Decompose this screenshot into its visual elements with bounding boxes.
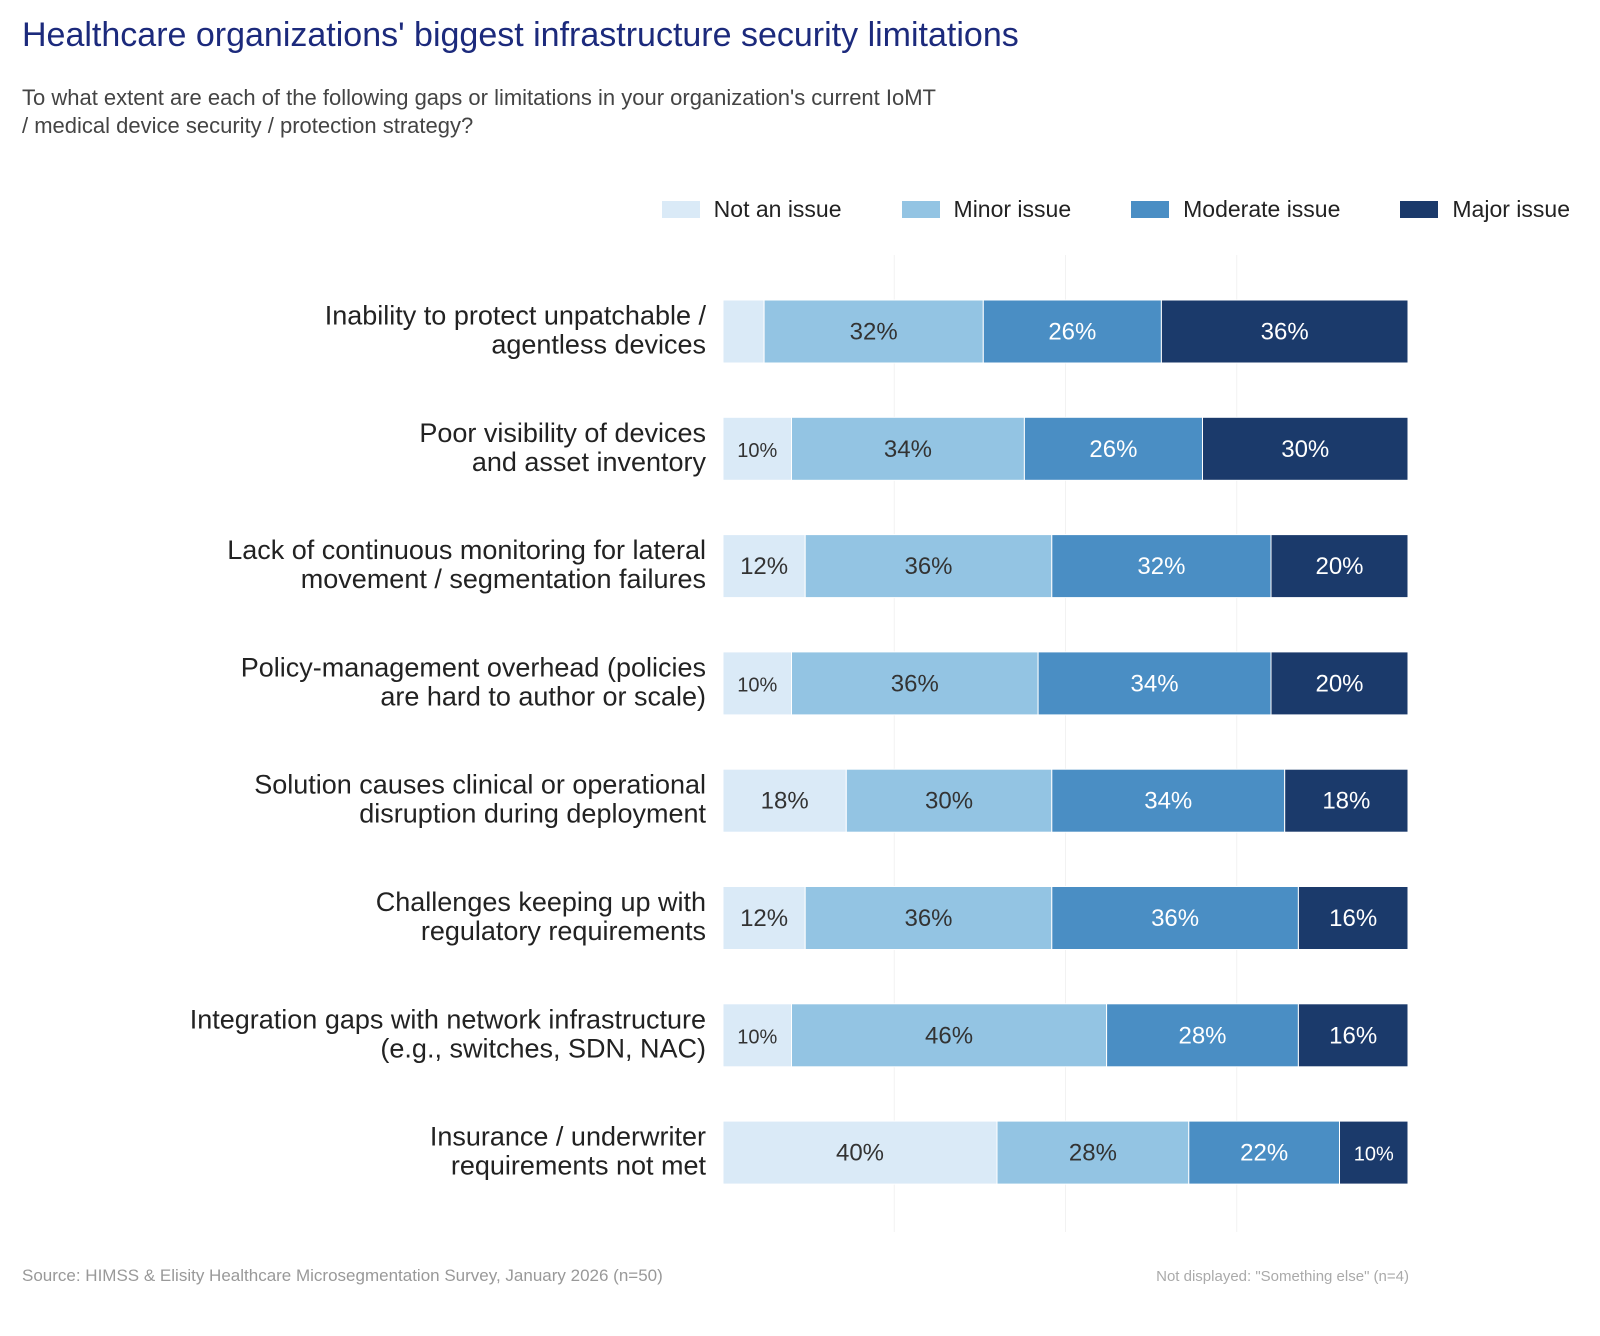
legend-item: Major issue <box>1400 196 1570 223</box>
legend-item: Minor issue <box>901 196 1072 223</box>
data-label: 30% <box>925 788 973 815</box>
category-label: Inability to protect unpatchable / <box>325 301 707 331</box>
bar-segment <box>1037 651 1272 716</box>
bar-segment <box>763 299 984 364</box>
bar-segment <box>1051 534 1272 599</box>
data-label: 36% <box>1261 319 1309 346</box>
legend-label: Not an issue <box>713 196 842 222</box>
data-label: 30% <box>1281 436 1329 463</box>
bar-segment <box>1297 886 1409 950</box>
bar-segment <box>845 768 1053 833</box>
category-label: agentless devices <box>491 330 706 360</box>
data-label: 28% <box>1069 1140 1117 1167</box>
legend-item: Not an issue <box>661 196 842 223</box>
bar-segment <box>722 299 765 364</box>
bar-segment <box>791 416 1025 481</box>
data-label: 32% <box>850 319 898 346</box>
bar-segment <box>1297 1003 1409 1068</box>
category-label: Policy-management overhead (policies <box>241 652 706 682</box>
not-displayed-note: Not displayed: "Something else" (n=4) <box>1156 1268 1409 1285</box>
bar-segment <box>1023 416 1204 481</box>
data-label: 22% <box>1240 1140 1288 1167</box>
legend: Not an issue Minor issue Moderate issue Maj… <box>602 196 1570 223</box>
category-label: and asset inventory <box>472 447 707 477</box>
data-label: 10% <box>1354 1144 1394 1166</box>
data-label: 32% <box>1137 553 1185 580</box>
data-label: 20% <box>1315 553 1363 580</box>
data-label: 10% <box>737 674 777 696</box>
legend-swatch <box>1131 201 1170 218</box>
bar-segment <box>1202 416 1409 481</box>
data-label: 26% <box>1048 319 1096 346</box>
chart-title: Healthcare organizations' biggest infras… <box>22 16 1019 54</box>
legend-swatch <box>901 201 940 218</box>
data-label: 26% <box>1089 436 1137 463</box>
data-label: 28% <box>1178 1022 1226 1049</box>
bar-segment <box>791 651 1039 716</box>
data-label: 10% <box>737 1026 777 1048</box>
data-label: 16% <box>1329 905 1377 932</box>
category-label: Insurance / underwriter <box>430 1122 706 1152</box>
data-label: 46% <box>925 1022 973 1049</box>
source-note: Source: HIMSS & Elisity Healthcare Micro… <box>22 1266 663 1285</box>
bar-segment <box>1106 1003 1299 1068</box>
data-label: 12% <box>740 553 788 580</box>
bar-segment <box>804 886 1053 950</box>
category-label: regulatory requirements <box>421 916 706 946</box>
category-label: (e.g., switches, SDN, NAC) <box>380 1033 706 1063</box>
data-label: 34% <box>1131 670 1179 697</box>
legend-label: Moderate issue <box>1183 196 1341 222</box>
category-label: movement / segmentation failures <box>301 564 706 594</box>
bar-segment <box>791 1003 1108 1068</box>
bar-segment <box>996 1120 1190 1185</box>
data-label: 36% <box>891 670 939 697</box>
data-label: 18% <box>761 788 809 815</box>
data-label: 36% <box>1151 905 1199 932</box>
bar-segment <box>1339 1120 1409 1185</box>
data-label: 40% <box>836 1140 884 1167</box>
chart-subtitle: To what extent are each of the following… <box>22 85 936 138</box>
legend-label: Minor issue <box>953 196 1072 222</box>
bar-segment <box>1051 768 1286 833</box>
data-label: 34% <box>1144 788 1192 815</box>
bar-segment <box>1270 651 1409 716</box>
legend-swatch <box>661 201 700 218</box>
category-label: Lack of continuous monitoring for latera… <box>227 535 706 565</box>
legend-swatch <box>1400 201 1439 218</box>
legend-label: Major issue <box>1452 196 1570 222</box>
bar-segment <box>722 651 792 716</box>
bar-segment <box>1270 534 1409 599</box>
bar-segment <box>722 886 806 950</box>
data-label: 36% <box>904 905 952 932</box>
bar-segment <box>982 299 1162 364</box>
category-label: requirements not met <box>451 1151 707 1181</box>
data-label: 20% <box>1315 670 1363 697</box>
data-label: 12% <box>740 905 788 932</box>
category-label: are hard to author or scale) <box>380 681 706 711</box>
bar-segment <box>722 416 792 481</box>
legend-item: Moderate issue <box>1131 196 1340 223</box>
data-label: 10% <box>737 440 777 462</box>
bar-segment <box>804 534 1053 599</box>
data-label: 18% <box>1322 788 1370 815</box>
category-label: Poor visibility of devices <box>419 418 706 448</box>
category-label: disruption during deployment <box>359 799 706 829</box>
bar-segment <box>1188 1120 1341 1185</box>
category-label: Challenges keeping up with <box>376 887 706 917</box>
bar-segment <box>1284 768 1409 833</box>
data-label: 34% <box>884 436 932 463</box>
category-label: Solution causes clinical or operational <box>254 770 706 800</box>
bar-segment <box>722 1120 998 1185</box>
bar-segment <box>1051 886 1299 950</box>
category-label: Integration gaps with network infrastruc… <box>190 1004 706 1034</box>
data-label: 16% <box>1329 1022 1377 1049</box>
bar-segment <box>1160 299 1409 364</box>
bar-segment <box>722 534 806 599</box>
bar-segment <box>722 768 847 833</box>
data-label: 36% <box>904 553 952 580</box>
